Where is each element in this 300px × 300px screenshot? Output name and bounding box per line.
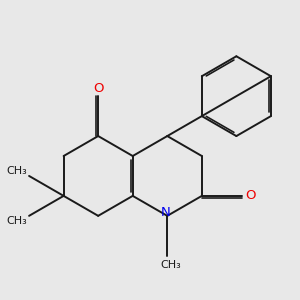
Text: O: O [93,82,104,95]
Text: CH₃: CH₃ [7,216,28,226]
Text: O: O [245,189,256,203]
Text: CH₃: CH₃ [7,166,28,176]
Text: CH₃: CH₃ [160,260,181,269]
Text: N: N [161,206,171,219]
